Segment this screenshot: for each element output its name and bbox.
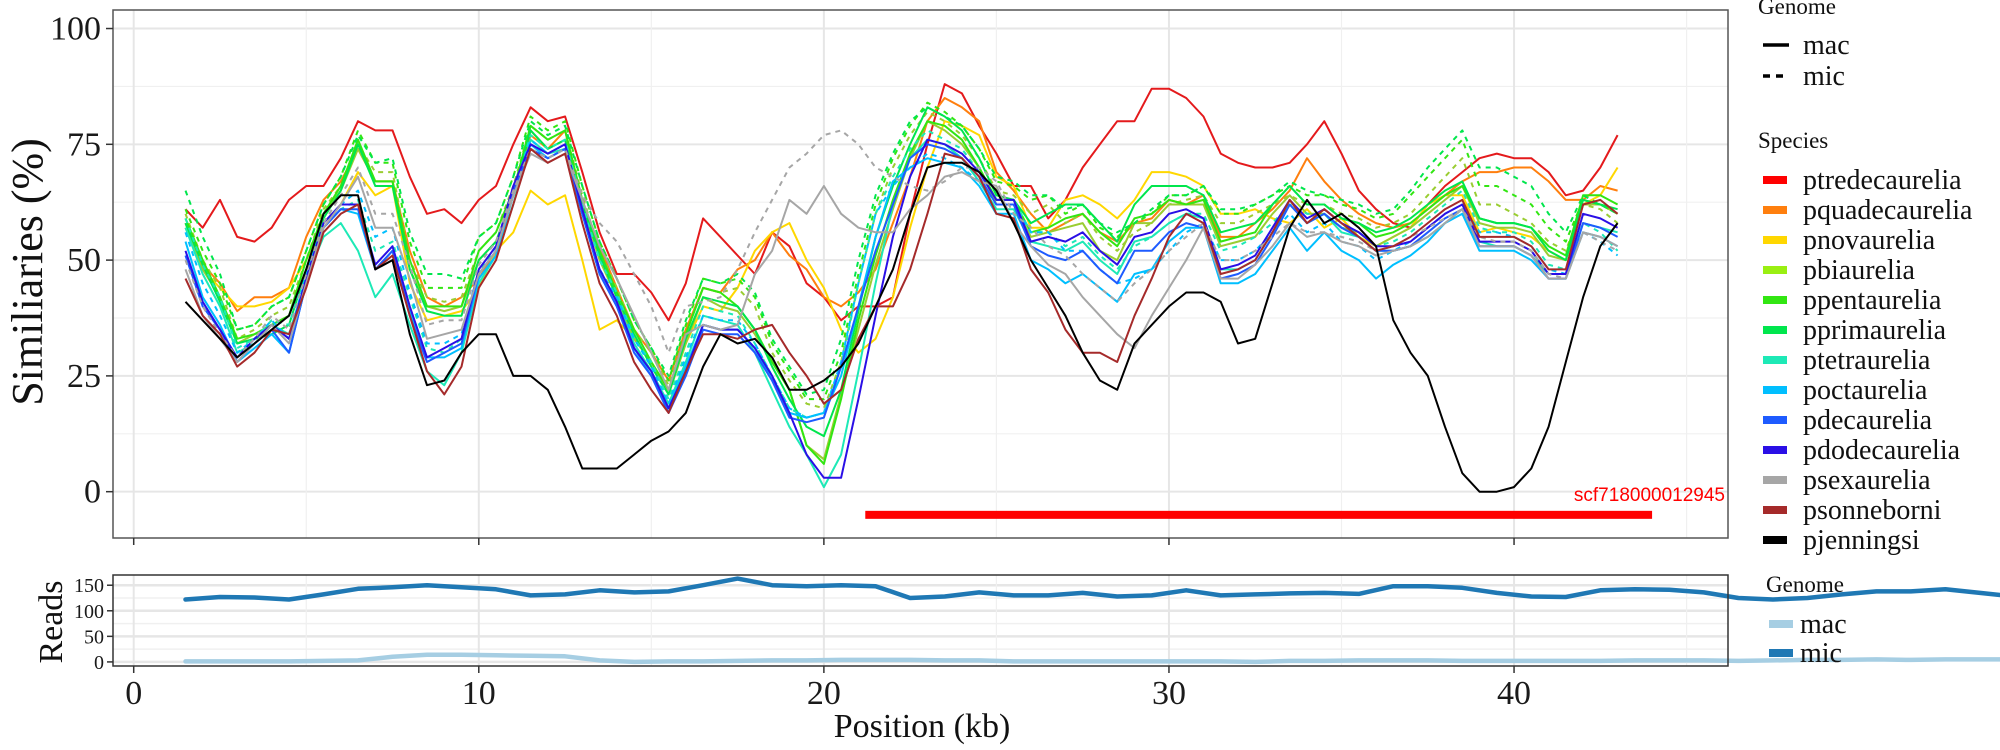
scaffold-bar xyxy=(865,510,1653,519)
legend-label-pdecaurelia: pdecaurelia xyxy=(1803,405,1933,436)
x-tick-label: 10 xyxy=(462,675,496,712)
reads-y-axis-label: Reads xyxy=(33,580,70,663)
legend-label-psexaurelia: psexaurelia xyxy=(1803,465,1931,496)
scaffold-label: scf718000012945 xyxy=(1574,485,1725,506)
legend-label-ptredecaurelia: ptredecaurelia xyxy=(1803,165,1962,196)
similarity-lines xyxy=(184,83,1619,493)
series-line-psonneborni-mac xyxy=(184,147,1619,414)
similarity-panel-background xyxy=(113,10,1728,538)
x-tick-label: 30 xyxy=(1152,675,1186,712)
legend-swatch-pprimaurelia xyxy=(1763,326,1787,334)
legend-label-pbiaurelia: pbiaurelia xyxy=(1803,255,1916,286)
legend-label-pjenningsi: pjenningsi xyxy=(1803,525,1920,556)
legend-swatch-psonneborni xyxy=(1763,506,1787,514)
legend-label-pdodecaurelia: pdodecaurelia xyxy=(1803,435,1961,466)
legend-species: Species ptredecaureliapquadecaureliapnov… xyxy=(1758,128,1973,556)
y-tick-label: 100 xyxy=(50,11,101,48)
y-tick-label: 75 xyxy=(67,126,101,163)
x-axis-label: Position (kb) xyxy=(834,708,1011,745)
legend-reads-title: Genome xyxy=(1766,572,1844,597)
reads-panel-background xyxy=(113,575,1728,666)
y-tick-label: 50 xyxy=(84,626,104,648)
series-line-ppentaurelia-mic xyxy=(184,101,1619,401)
series-line-pquadecaurelia-mac xyxy=(184,97,1618,382)
similarity-y-axis-label: Similiaries (%) xyxy=(3,138,52,406)
y-tick-label: 50 xyxy=(67,242,101,279)
legend-label-reads-mac: mac xyxy=(1800,609,1847,640)
similarity-panel: scf718000012945 0 25 50 75 100 Similiaries (… xyxy=(3,9,1729,545)
similarity-gridlines xyxy=(113,10,1728,538)
x-tick-label: 40 xyxy=(1497,675,1531,712)
reads-line-mac xyxy=(183,652,2000,665)
series-line-pjenningsi-mac xyxy=(184,161,1619,493)
legend-genome-title: Genome xyxy=(1758,0,1836,19)
y-tick-label: 0 xyxy=(94,652,104,674)
y-tick-label: 100 xyxy=(74,601,104,623)
legend-label-ppentaurelia: ppentaurelia xyxy=(1803,285,1942,316)
legend-label-poctaurelia: poctaurelia xyxy=(1803,375,1928,406)
x-tick-label: 0 xyxy=(125,675,142,712)
legend-swatch-pnovaurelia xyxy=(1763,236,1787,244)
scaffold-annotation: scf718000012945 xyxy=(865,485,1725,519)
series-line-pbiaurelia-mic xyxy=(184,110,1619,410)
reads-y-axis: 0 50 100 150 xyxy=(74,575,113,674)
reads-panel: 0 50 100 150 0 10 20 30 40 Reads Position (kb) xyxy=(33,574,2000,745)
legend-label-pprimaurelia: pprimaurelia xyxy=(1803,315,1947,346)
legend-swatch-poctaurelia xyxy=(1763,386,1787,394)
legend-label-ptetraurelia: ptetraurelia xyxy=(1803,345,1931,376)
reads-panel-border xyxy=(112,574,1729,667)
legend-swatch-reads-mac xyxy=(1769,620,1793,628)
y-tick-label: 150 xyxy=(74,575,104,597)
legend-label-mic: mic xyxy=(1803,61,1845,92)
legend-label-reads-mic: mic xyxy=(1800,638,1842,669)
y-tick-label: 0 xyxy=(84,474,101,511)
series-line-pprimaurelia-mac xyxy=(184,106,1618,438)
legend-swatch-pdodecaurelia xyxy=(1763,446,1787,454)
reads-line-mic xyxy=(183,576,2000,602)
legend-label-pnovaurelia: pnovaurelia xyxy=(1803,225,1936,256)
legend-swatch-ptetraurelia xyxy=(1763,356,1787,364)
legend-swatch-pquadecaurelia xyxy=(1763,206,1787,214)
reads-lines xyxy=(183,576,2000,665)
similarity-y-axis: 0 25 50 75 100 xyxy=(50,11,113,511)
legend-swatch-pdecaurelia xyxy=(1763,416,1787,424)
series-line-pdodecaurelia-mac xyxy=(184,138,1619,479)
legend-swatch-pbiaurelia xyxy=(1763,266,1787,274)
legend-swatch-reads-mic xyxy=(1769,649,1793,657)
similarity-x-ticks xyxy=(132,538,1515,545)
legend-swatch-ppentaurelia xyxy=(1763,296,1787,304)
similarity-panel-border xyxy=(112,9,1729,539)
legend-label-mac: mac xyxy=(1803,30,1850,61)
legend-label-pquadecaurelia: pquadecaurelia xyxy=(1803,195,1973,226)
series-line-ptredecaurelia-mac xyxy=(184,83,1619,322)
legend-label-psonneborni: psonneborni xyxy=(1803,495,1942,526)
legend-swatch-psexaurelia xyxy=(1763,476,1787,484)
legend-swatch-pjenningsi xyxy=(1763,536,1787,544)
reads-x-axis: 0 10 20 30 40 xyxy=(125,666,1531,712)
series-line-pprimaurelia-mic xyxy=(184,106,1619,396)
y-tick-label: 25 xyxy=(67,358,101,395)
x-tick-label: 20 xyxy=(807,675,841,712)
legend-species-title: Species xyxy=(1758,128,1828,153)
legend-swatch-ptredecaurelia xyxy=(1763,176,1787,184)
